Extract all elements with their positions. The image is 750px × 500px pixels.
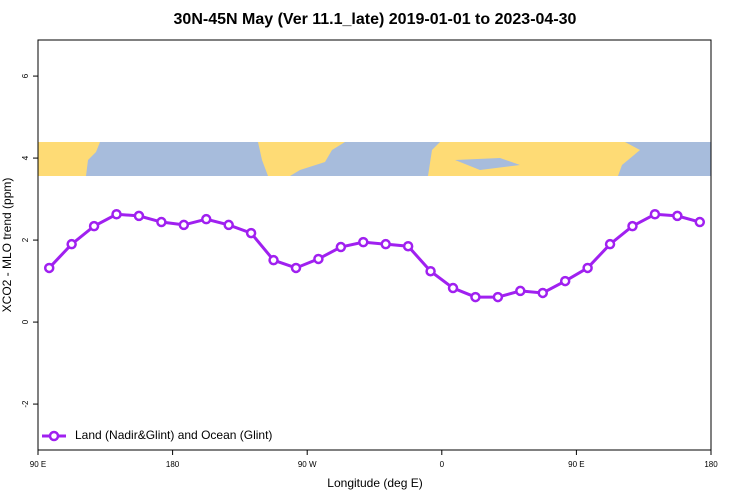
- point: [290, 262, 302, 274]
- point: [156, 216, 167, 228]
- point: [111, 209, 122, 220]
- y-tick-label: -2: [21, 400, 30, 408]
- y-axis-label: XCO2 - MLO trend (ppm): [0, 178, 14, 313]
- chart-title: 30N-45N May (Ver 11.1_late) 2019-01-01 t…: [174, 11, 577, 28]
- point: [43, 262, 55, 274]
- x-tick-label: 90 W: [298, 460, 317, 469]
- point: [201, 213, 212, 225]
- point: [358, 236, 369, 248]
- point: [223, 219, 234, 231]
- point: [604, 238, 616, 250]
- legend-label: Land (Nadir&Glint) and Ocean (Glint): [75, 428, 272, 442]
- point: [470, 291, 481, 303]
- x-tick-label: 180: [166, 460, 180, 469]
- point: [380, 238, 391, 250]
- point: [515, 285, 526, 297]
- land: [258, 142, 345, 176]
- land: [85, 142, 100, 176]
- point: [335, 241, 347, 253]
- point: [649, 209, 661, 220]
- point: [627, 220, 638, 232]
- point: [492, 291, 504, 303]
- y-tick-label: 4: [21, 155, 30, 160]
- point: [537, 287, 548, 299]
- map-band: [38, 142, 711, 176]
- point: [582, 262, 593, 274]
- x-tick-label: 180: [704, 460, 718, 469]
- land: [38, 142, 85, 176]
- x-axis-label: Longitude (deg E): [327, 476, 422, 490]
- y-tick-label: 0: [21, 319, 30, 324]
- land: [428, 142, 640, 176]
- y-tick-label: 6: [21, 73, 30, 78]
- plot-frame: [37, 39, 712, 451]
- sea: [455, 158, 520, 170]
- legend-marker: [48, 430, 60, 442]
- point: [245, 227, 257, 239]
- point: [672, 210, 683, 222]
- point: [694, 216, 706, 228]
- point: [559, 275, 571, 287]
- point: [313, 253, 324, 265]
- point: [268, 254, 279, 266]
- point: [178, 219, 190, 231]
- point: [425, 265, 436, 277]
- x-tick-label: 0: [440, 460, 445, 469]
- point: [402, 240, 414, 252]
- x-tick-label: 90 E: [568, 460, 584, 469]
- point: [447, 282, 459, 294]
- x-tick-label: 90 E: [30, 460, 46, 469]
- point: [133, 210, 145, 222]
- point: [66, 238, 77, 250]
- y-tick-label: 2: [21, 237, 30, 242]
- series-line: [48, 212, 701, 299]
- point: [88, 220, 100, 232]
